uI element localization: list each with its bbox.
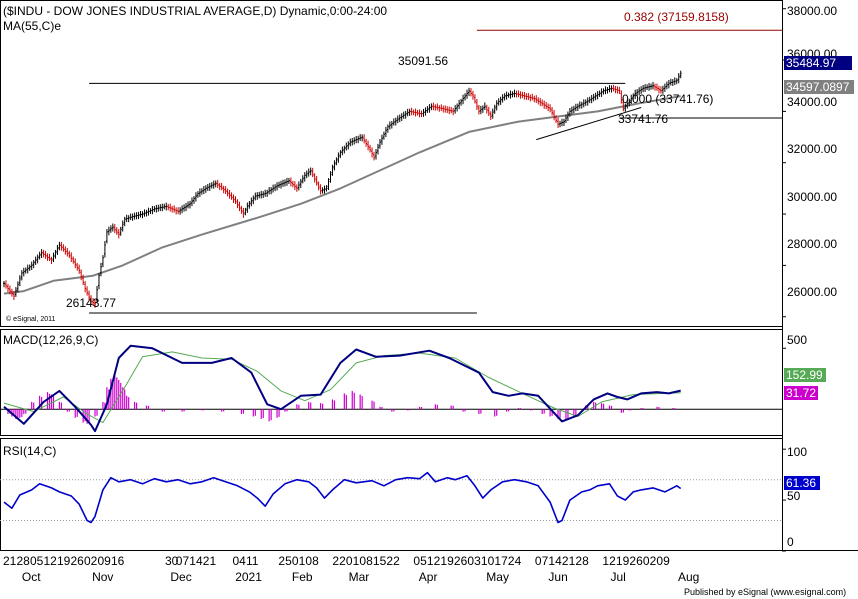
ytick-26000: 26000.00 <box>787 285 837 299</box>
x-day-label: 10 <box>481 554 495 568</box>
x-day-label: 12 <box>602 554 616 568</box>
x-month-label: May <box>486 570 509 584</box>
last-price-badge <box>784 56 852 70</box>
macd-value-badge <box>784 368 826 382</box>
ma-value-badge <box>784 80 854 94</box>
macd-ytick-500: 500 <box>787 333 807 347</box>
x-day-label: 05 <box>30 554 44 568</box>
x-day-label: 28 <box>575 554 589 568</box>
x-day-label: 21 <box>3 554 17 568</box>
x-day-label: 25 <box>278 554 292 568</box>
x-day-label: 05 <box>413 554 427 568</box>
rsi-layer <box>0 448 786 552</box>
fib382-label: 0.382 (37159.8158) <box>624 10 729 24</box>
x-day-label: 09 <box>656 554 670 568</box>
macd-title: MACD(12,26,9,C) <box>3 333 98 347</box>
macd-panel-frame <box>0 329 783 436</box>
x-day-label: 02 <box>643 554 657 568</box>
x-day-label: 21 <box>203 554 217 568</box>
macd-signal-line <box>3 351 681 424</box>
x-day-label: 26 <box>71 554 85 568</box>
macd-value: 152.99 <box>786 368 823 382</box>
x-day-label: 08 <box>359 554 373 568</box>
x-day-label: 28 <box>17 554 31 568</box>
x-day-label: 07 <box>535 554 549 568</box>
x-day-label: 01 <box>346 554 360 568</box>
rsi-panel-frame <box>0 438 783 551</box>
x-day-label: 19 <box>440 554 454 568</box>
x-month-label: Nov <box>92 570 113 584</box>
x-day-label: 01 <box>292 554 306 568</box>
x-month-label: Aug <box>678 570 699 584</box>
x-day-label: 03 <box>467 554 481 568</box>
rsi-value: 61.36 <box>786 476 816 490</box>
rsi-value-badge <box>784 476 820 490</box>
esignal-watermark: © eSignal, 2011 <box>6 315 56 323</box>
ytick-38000: 38000.00 <box>787 4 837 18</box>
x-day-label: 30 <box>165 554 179 568</box>
price-panel-frame <box>0 0 783 327</box>
ytick-34000: 34000.00 <box>787 95 837 109</box>
x-month-label: Jul <box>611 570 626 584</box>
x-day-label: 02 <box>84 554 98 568</box>
x-month-label: Jun <box>548 570 567 584</box>
rsi-title: RSI(14,C) <box>3 444 56 458</box>
last-price-value: 35484.97 <box>786 56 836 70</box>
x-day-label: 15 <box>373 554 387 568</box>
x-day-label: 19 <box>616 554 630 568</box>
x-day-label: 22 <box>332 554 346 568</box>
x-day-label: 14 <box>548 554 562 568</box>
hist-value-badge <box>784 386 818 400</box>
x-day-label: 16 <box>111 554 125 568</box>
price-yticks: 38000.00 36000.00 34000.00 32000.00 3000… <box>787 4 837 299</box>
x-day-label: 09 <box>98 554 112 568</box>
x-day-label: 11 <box>246 554 259 568</box>
rsi-ytick-100: 100 <box>787 445 807 459</box>
x-day-label: 22 <box>386 554 400 568</box>
x-day-label: 04 <box>233 554 247 568</box>
ma-legend: MA(55,C)e <box>3 19 61 33</box>
x-day-label: 14 <box>189 554 203 568</box>
ytick-28000: 28000.00 <box>787 237 837 251</box>
hist-value: 31.72 <box>786 386 816 400</box>
x-month-label: 2021 <box>235 570 262 584</box>
x-day-label: 17 <box>494 554 508 568</box>
x-day-label: 12 <box>427 554 441 568</box>
chart-title: ($INDU - DOW JONES INDUSTRIAL AVERAGE,D)… <box>3 4 387 18</box>
ytick-30000: 30000.00 <box>787 190 837 204</box>
x-day-label: 08 <box>305 554 319 568</box>
x-month-label: Dec <box>170 570 191 584</box>
rsi-ytick-0: 0 <box>787 535 794 549</box>
macd-line <box>3 344 681 433</box>
rsi-line <box>3 471 682 524</box>
published-by: Published by eSignal (www.esignal.com) <box>684 587 846 597</box>
support-label: 33741.76 <box>618 112 668 126</box>
ma55-line <box>3 95 681 295</box>
x-month-label: Mar <box>349 570 370 584</box>
x-day-label: 12 <box>44 554 58 568</box>
x-month-label: Apr <box>419 570 438 584</box>
x-day-label: 24 <box>508 554 522 568</box>
price-layer <box>3 8 786 318</box>
x-day-label: 19 <box>57 554 71 568</box>
rsi-ytick-50: 50 <box>787 489 801 503</box>
high-label: 35091.56 <box>398 54 448 68</box>
x-day-label: 07 <box>176 554 190 568</box>
x-day-label: 26 <box>629 554 643 568</box>
x-month-label: Oct <box>22 570 41 584</box>
macd-layer <box>0 344 786 433</box>
x-month-label: Feb <box>292 570 313 584</box>
x-day-label: 26 <box>454 554 468 568</box>
ytick-32000: 32000.00 <box>787 142 837 156</box>
low-label: 26143.77 <box>66 296 116 310</box>
fib0-label: 0.000 (33741.76) <box>622 92 713 106</box>
trendline <box>536 107 642 141</box>
ma-value: 34597.0897 <box>786 80 850 94</box>
x-day-label: 21 <box>562 554 576 568</box>
